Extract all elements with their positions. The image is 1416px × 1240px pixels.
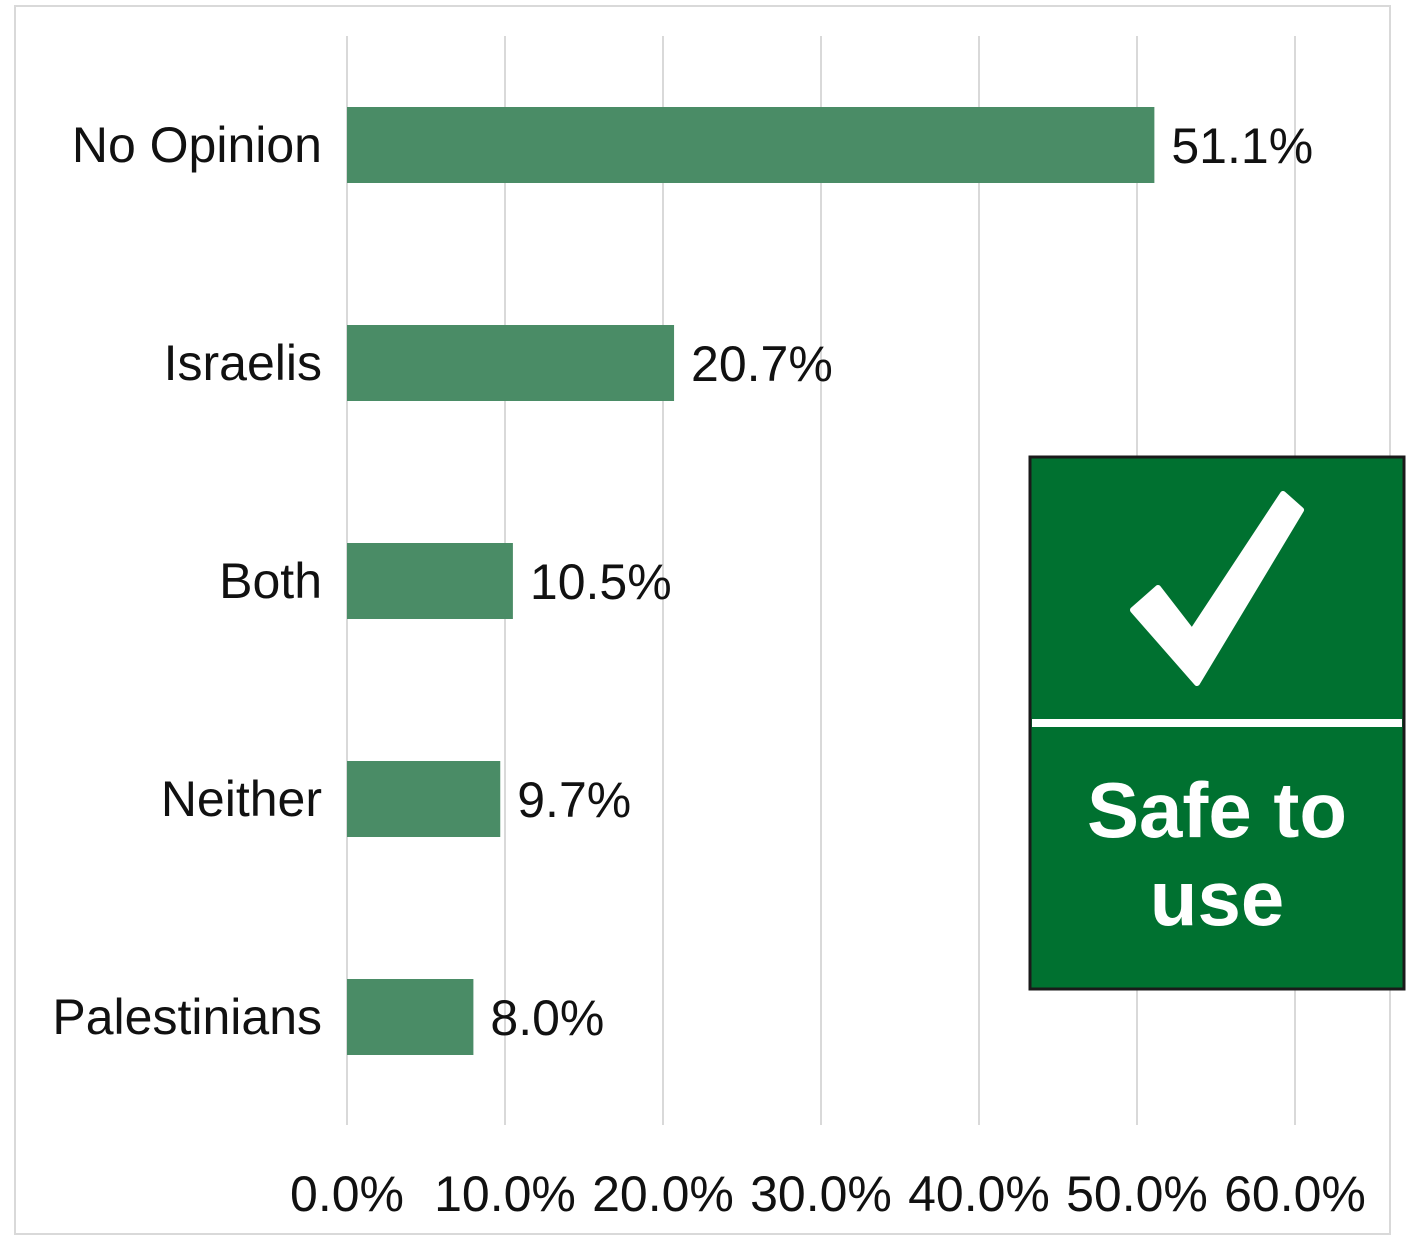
x-tick-label: 20.0% [592,1166,734,1222]
bars [347,107,1155,1055]
category-label: Israelis [164,335,322,391]
x-tick-label: 0.0% [290,1166,404,1222]
sign-text-line1: Safe to [1087,766,1347,854]
category-labels: No Opinion Israelis Both Neither Palestinian… [52,117,322,1045]
x-tick-label: 30.0% [750,1166,892,1222]
value-label: 51.1% [1171,118,1313,174]
check-icon [1130,491,1304,686]
bar [347,979,474,1055]
category-label: Neither [161,771,322,827]
value-labels: 51.1% 20.7% 10.5% 9.7% 8.0% [490,118,1313,1046]
x-tick-label: 10.0% [434,1166,576,1222]
x-tick-label: 40.0% [908,1166,1050,1222]
bar [347,761,501,837]
x-tick-label: 50.0% [1066,1166,1208,1222]
value-label: 9.7% [517,772,631,828]
bar [347,543,513,619]
bar [347,107,1155,183]
sign-divider [1032,719,1402,727]
sign-text-line2: use [1150,854,1284,942]
value-label: 20.7% [691,336,833,392]
bar [347,325,675,401]
safe-to-use-sign: Safe to use [1028,455,1406,991]
value-label: 8.0% [490,990,604,1046]
x-tick-labels: 0.0% 10.0% 20.0% 30.0% 40.0% 50.0% 60.0% [290,1166,1366,1222]
category-label: Palestinians [52,989,322,1045]
category-label: Both [219,553,322,609]
value-label: 10.5% [530,554,672,610]
x-tick-label: 60.0% [1224,1166,1366,1222]
category-label: No Opinion [72,117,322,173]
